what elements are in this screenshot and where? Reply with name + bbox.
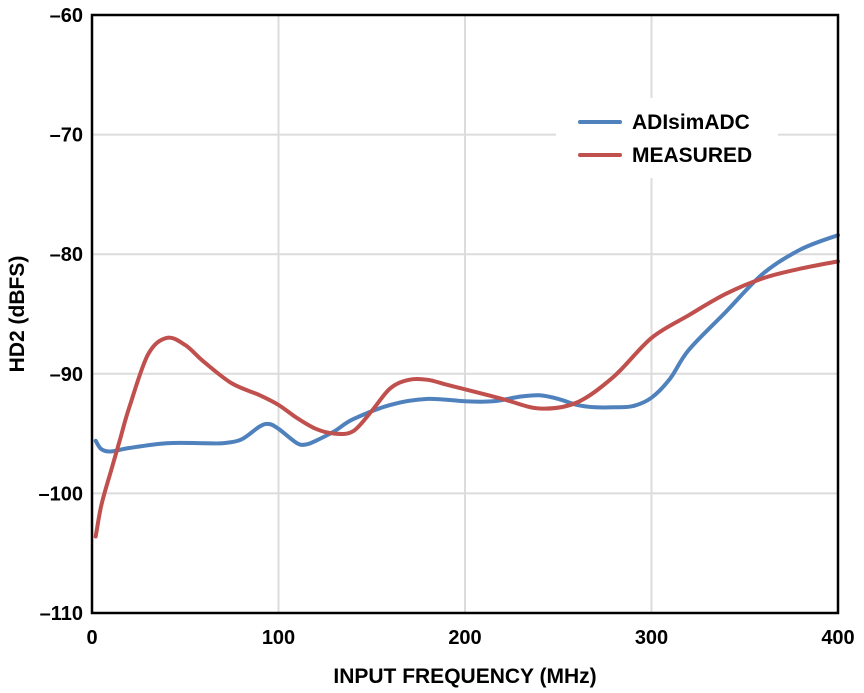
x-axis-title: INPUT FREQUENCY (MHz) xyxy=(333,665,596,688)
legend: ADIsimADC MEASURED xyxy=(556,98,778,178)
series-line-adisimadc xyxy=(93,233,840,454)
x-tick-label: 200 xyxy=(448,627,481,649)
y-tick-label: –100 xyxy=(39,483,84,505)
y-tick-label: –60 xyxy=(50,5,83,27)
y-tick-label: –90 xyxy=(50,364,83,386)
plot-frame xyxy=(90,13,840,615)
y-tick-label: –70 xyxy=(50,125,83,147)
y-tick-label: –80 xyxy=(50,244,83,266)
series-lines xyxy=(93,233,840,539)
series-line-measured xyxy=(93,259,840,539)
legend-label-measured: MEASURED xyxy=(632,144,752,167)
x-tick-label: 0 xyxy=(86,627,97,649)
legend-background xyxy=(556,98,778,178)
x-tick-label: 300 xyxy=(635,627,668,649)
x-tick-label: 100 xyxy=(262,627,295,649)
y-tick-label: –110 xyxy=(40,603,83,625)
legend-label-adisimadc: ADIsimADC xyxy=(632,111,750,134)
tick-labels: 0 100 200 300 400 –110 –100 –90 –80 –70 –60 xyxy=(39,5,855,649)
y-axis-title: HD2 (dBFS) xyxy=(6,256,29,373)
x-tick-label: 400 xyxy=(821,627,854,649)
